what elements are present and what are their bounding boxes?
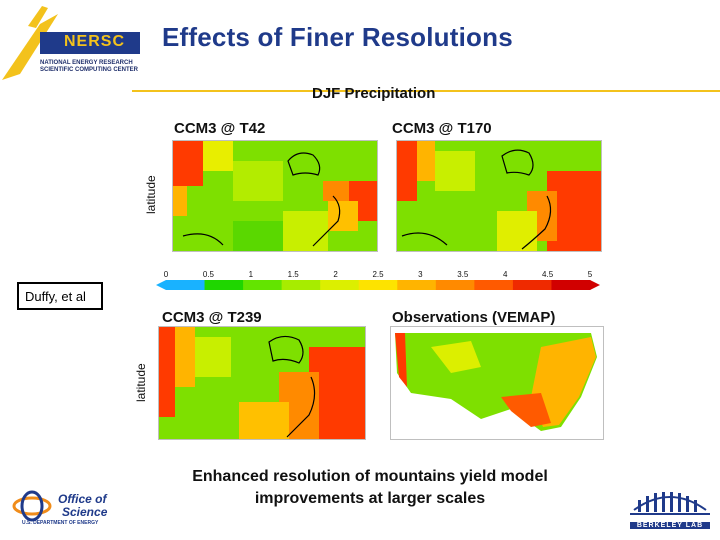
map-vemap [390,326,604,440]
nersc-wordmark: NERSC [64,33,126,50]
map-t239 [158,326,366,440]
panel-title-t42: CCM3 @ T42 [174,120,266,137]
colorbar-tick-label: 4.5 [542,270,554,279]
colorbar-tick-label: 4 [502,270,508,279]
colorbar-tick-label: 2 [333,270,338,279]
figure-title: DJF Precipitation [312,85,436,102]
colorbar-tick-label: 5 [587,270,593,279]
map-t42 [172,140,378,252]
atom-icon [12,490,52,522]
colorbar-segment [320,280,360,290]
colorbar: 0 0.5 1 1.5 2 2.5 3 3.5 4 4.5 5 [154,268,602,308]
panel-title-vemap: Observations (VEMAP) [392,309,556,326]
colorbar-tick-label: 1 [248,270,254,279]
colorbar-low-arrow [156,280,166,290]
colorbar-segment [474,280,514,290]
panel-title-t239: CCM3 @ T239 [162,309,262,326]
nersc-subtitle-line: SCIENTIFIC COMPUTING CENTER [40,66,139,73]
colorbar-svg [156,280,600,290]
colorbar-high-arrow [590,280,600,290]
latitude-label-top: latitude [144,175,158,214]
berkeley-lab-logo: BERKELEY LAB [628,480,712,536]
colorbar-segment [243,280,283,290]
berkeley-lab-label: BERKELEY LAB [630,522,710,529]
caption-line-2: improvements at larger scales [254,490,486,507]
colorbar-tick-label: 3 [418,270,423,279]
map-t170 [396,140,602,252]
colorbar-segment [358,280,398,290]
colorbar-segment [281,280,321,290]
slide-title: Effects of Finer Resolutions [162,22,513,52]
caption-line-1: Enhanced resolution of mountains yield m… [192,468,548,485]
colorbar-segment [551,280,591,290]
colorbar-segment [435,280,475,290]
colorbar-segment [166,280,206,290]
caption: Enhanced resolution of mountains yield m… [150,466,590,510]
colorbar-segment [397,280,437,290]
colorbar-tick-label: 2.5 [372,270,384,279]
colorbar-segment [512,280,552,290]
office-of-science-line2: Science [62,505,108,519]
nersc-logo [0,4,145,84]
office-of-science-line1: Office of [58,492,107,506]
colorbar-segment [204,280,244,290]
citation-box: Duffy, et al [18,283,102,309]
panel-title-t170: CCM3 @ T170 [392,120,492,137]
office-of-science-logo: Office of Science U.S. DEPARTMENT OF ENE… [12,490,138,528]
nersc-subtitle-line: NATIONAL ENERGY RESEARCH [40,60,133,66]
office-of-science-line3: U.S. DEPARTMENT OF ENERGY [22,520,99,526]
colorbar-tick-label: 1.5 [287,270,299,279]
berkeley-lab-building-icon [630,492,710,515]
colorbar-tick-label: 0 [163,270,169,279]
title-rule [132,90,720,92]
nersc-subtitle: NATIONAL ENERGY RESEARCH SCIENTIFIC COMP… [40,60,138,73]
latitude-label-bottom: latitude [134,363,148,402]
colorbar-tick-label: 3.5 [457,270,469,279]
colorbar-tick-label: 0.5 [202,270,214,279]
